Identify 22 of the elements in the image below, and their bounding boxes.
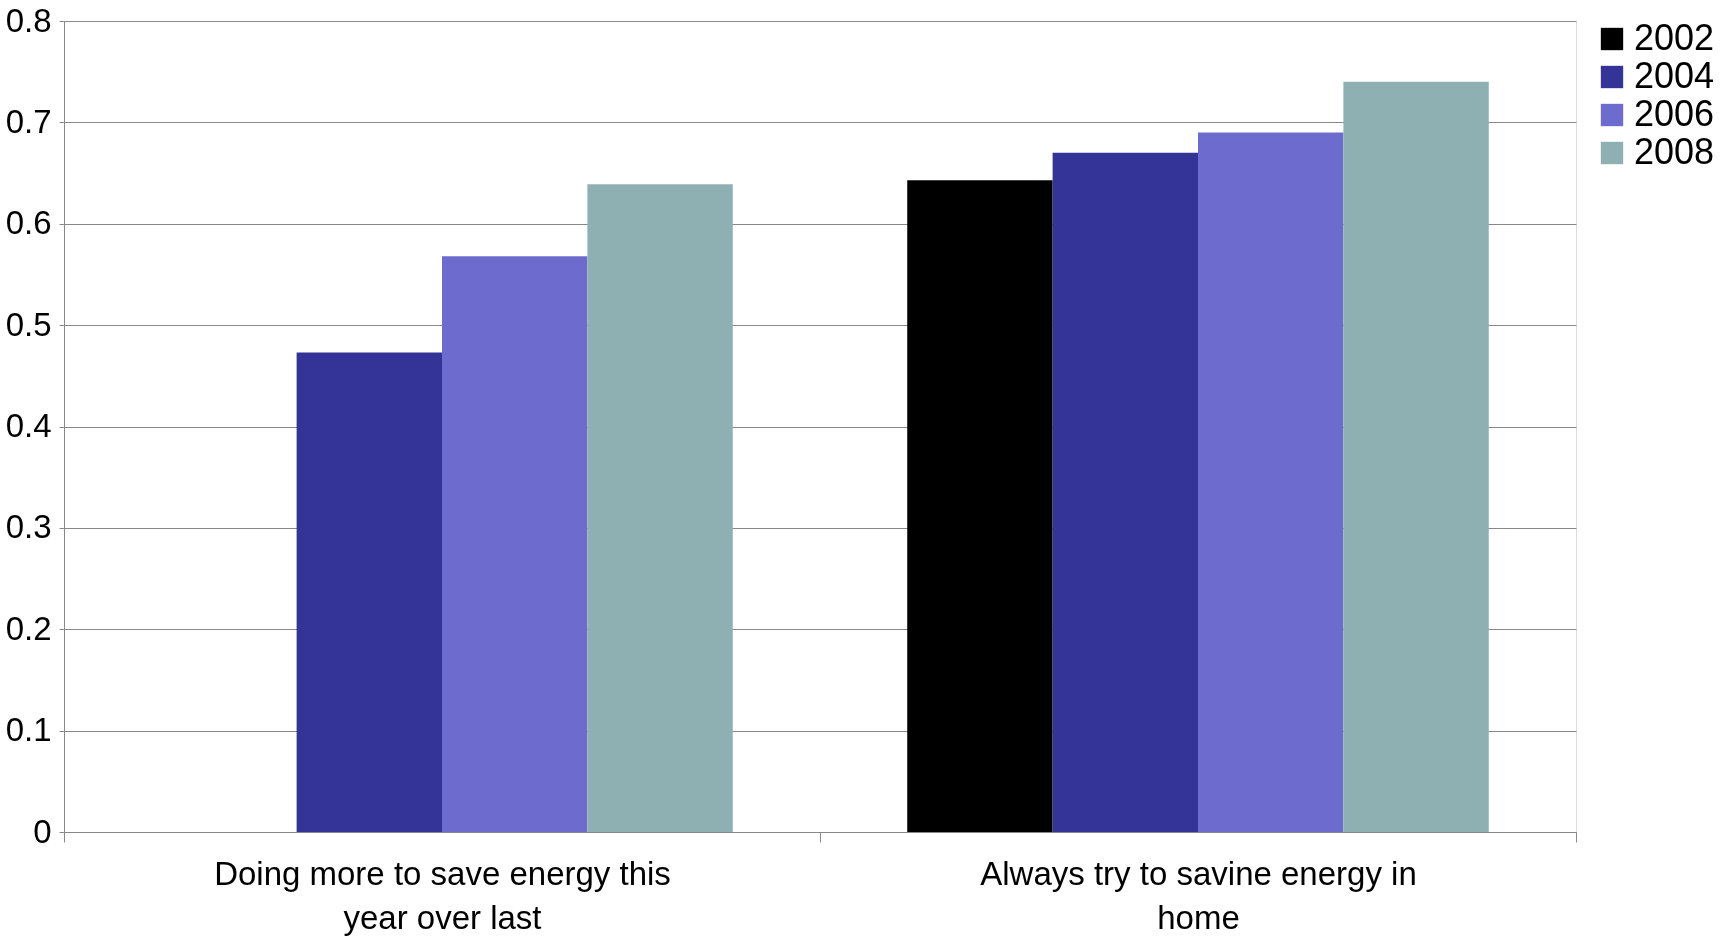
y-tick-label: 0.1	[5, 711, 52, 749]
x-tick-label: Always try to savine energy in home	[980, 854, 1417, 936]
bar	[1343, 81, 1489, 832]
y-tick-label: 0.2	[5, 609, 52, 647]
y-tick-label: 0.5	[5, 305, 52, 343]
y-tick-label: 0.3	[5, 508, 52, 546]
y-tick-label: 0	[33, 812, 52, 850]
y-tick-label: 0.4	[5, 407, 52, 444]
legend-label: 2004	[1634, 55, 1715, 96]
x-tick-label: Doing more to save energy this year over last	[214, 854, 671, 936]
y-tick-label: 0.6	[5, 204, 52, 242]
bar	[1198, 132, 1344, 832]
y-tick-label: 0.8	[5, 1, 52, 39]
bar	[296, 352, 442, 832]
y-tick-label: 0.7	[5, 102, 52, 140]
bar	[1052, 152, 1198, 832]
bar	[442, 256, 588, 832]
bar	[907, 180, 1053, 832]
legend-label: 2008	[1634, 131, 1715, 172]
legend-label: 2006	[1634, 93, 1715, 134]
bar	[587, 184, 733, 832]
legend-label: 2002	[1634, 17, 1715, 58]
